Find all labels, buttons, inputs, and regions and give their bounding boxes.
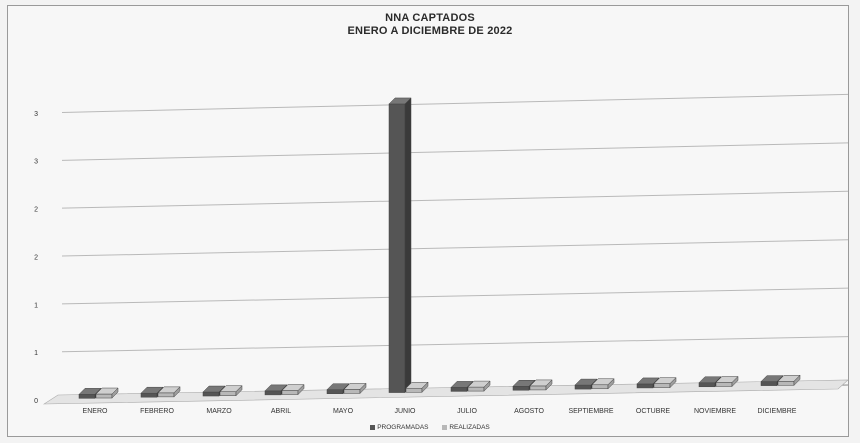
bar-side-realizadas-agosto [545,379,553,391]
bar-programadas-noviembre [698,382,716,388]
gridline [61,239,849,257]
bar-programadas-mayo [326,389,344,394]
chart-legend: PROGRAMADAS REALIZADAS [0,424,860,432]
bar-realizadas-octubre [653,383,671,388]
bar-realizadas-junio [405,387,423,393]
y-tick-label: 2 [34,207,38,214]
x-tick-label: MAYO [333,408,354,415]
bar-realizadas-abril [281,390,299,395]
bar-side-realizadas-abril [297,383,305,396]
bar-side-realizadas-diciembre [793,374,801,386]
gridline [61,287,849,305]
bar-programadas-febrero [140,392,158,398]
bar-side-programadas-junio [404,97,412,394]
legend-swatch-realizadas [442,425,448,430]
y-tick-label: 1 [34,350,38,357]
legend-item-programadas: PROGRAMADAS [370,424,429,431]
x-tick-label: SEPTIEMBRE [568,408,613,415]
legend-label-realizadas: REALIZADAS [449,424,490,431]
bar-realizadas-agosto [529,385,547,391]
bar-side-realizadas-noviembre [731,375,739,388]
legend-label-programadas: PROGRAMADAS [377,424,429,431]
chart-title: NNA CAPTADOS [385,12,475,24]
bar-programadas-octubre [636,383,654,389]
bar-side-realizadas-septiembre [607,378,615,390]
bar-programadas-abril [264,390,282,396]
bar-side-realizadas-octubre [669,377,677,389]
chart-frame [7,5,849,437]
bar-side-realizadas-julio [483,380,491,392]
bar-realizadas-mayo [343,389,361,394]
x-tick-label: FEBRERO [140,408,174,415]
bar-programadas-diciembre [760,381,778,386]
y-tick-label: 2 [34,254,38,261]
gridline [61,142,849,161]
legend-item-realizadas: REALIZADAS [442,424,490,431]
x-tick-label: ENERO [83,408,108,415]
x-tick-label: AGOSTO [514,408,544,415]
bar-realizadas-enero [95,393,113,399]
x-tick-label: JUNIO [395,408,417,415]
bar-side-realizadas-febrero [173,386,181,398]
gridline [61,336,849,353]
y-tick-label: 3 [34,159,38,166]
x-tick-label: OCTUBRE [636,408,671,415]
y-tick-label: 3 [34,111,38,118]
bar-programadas-marzo [202,391,220,397]
bar-side-realizadas-marzo [235,385,243,397]
bar-realizadas-septiembre [591,384,609,390]
bar-programadas-septiembre [574,384,592,390]
bar-realizadas-julio [467,386,485,392]
gridline [61,190,849,209]
y-tick-label: 1 [34,302,38,309]
y-tick-label: 0 [34,398,38,405]
bar-programadas-agosto [512,386,530,391]
x-tick-label: NOVIEMBRE [694,408,736,415]
bar-programadas-junio [388,103,406,393]
bar-side-realizadas-mayo [359,382,367,395]
bar-side-realizadas-enero [111,387,119,399]
bar-programadas-enero [78,394,96,399]
bar-side-realizadas-junio [421,381,429,393]
bar-realizadas-diciembre [777,381,795,386]
x-tick-label: MARZO [206,408,232,415]
legend-swatch-programadas [370,425,376,430]
bar-programadas-julio [450,387,468,392]
bar-realizadas-febrero [157,392,175,398]
bar-realizadas-noviembre [715,382,733,387]
x-tick-label: DICIEMBRE [758,408,797,415]
chart-subtitle: ENERO A DICIEMBRE DE 2022 [347,25,513,37]
x-tick-label: ABRIL [271,408,291,415]
x-tick-label: JULIO [457,408,477,415]
gridline [61,93,849,113]
bar-realizadas-marzo [219,391,237,396]
